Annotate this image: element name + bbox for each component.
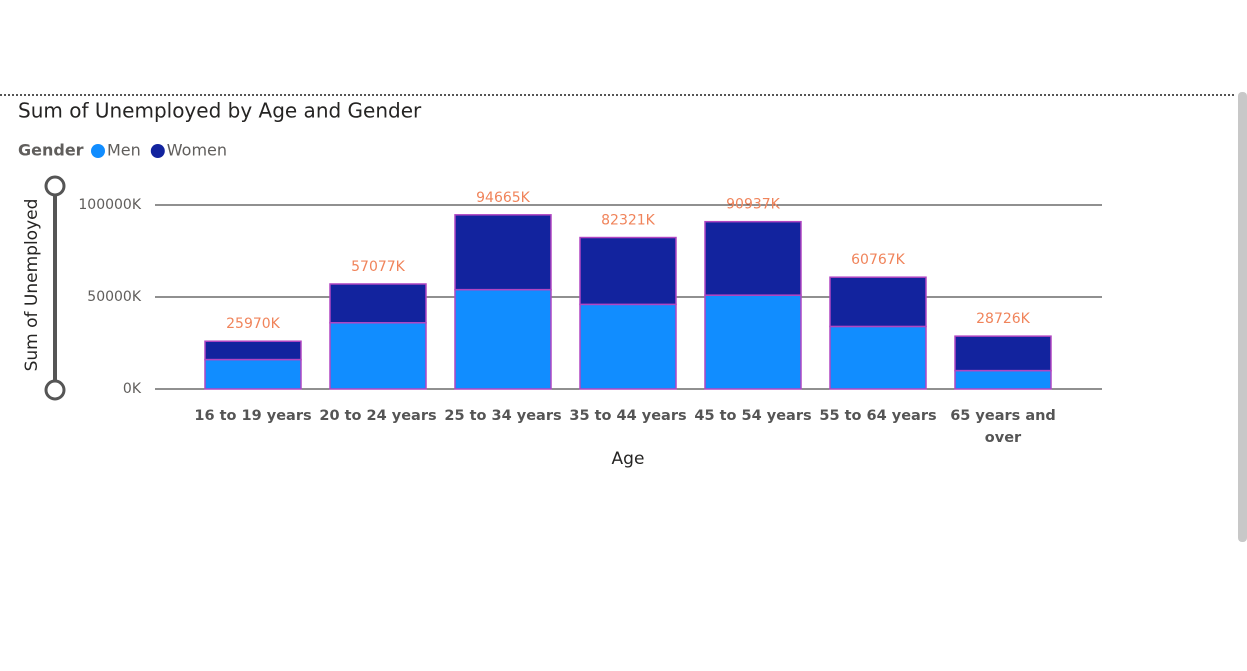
x-tick-label: 16 to 19 years [194, 408, 312, 424]
bar-segment [454, 288, 552, 390]
x-axis-title: Age [612, 449, 645, 469]
bar-segment [579, 236, 677, 306]
y-tick-label: 100000K [78, 197, 141, 213]
legend-marker [150, 144, 165, 158]
total-label: 90937K [726, 197, 781, 213]
bar-segment [579, 303, 677, 390]
bar-segment [704, 220, 802, 296]
bar-segment [454, 214, 552, 291]
y-tick-label: 50000K [87, 289, 142, 305]
legend-label: Men [107, 141, 141, 160]
bar-segment [329, 283, 427, 324]
total-label: 25970K [226, 316, 281, 332]
bar-segment [829, 325, 927, 390]
legend-label: Women [167, 141, 227, 160]
scrollbar[interactable] [1238, 92, 1247, 542]
total-label: 94665K [476, 190, 531, 206]
legend-marker [91, 144, 105, 158]
bar-segment [829, 276, 927, 328]
zoom-handle[interactable] [44, 175, 66, 197]
bar-segment [329, 322, 427, 390]
x-tick-label: 65 years and over [950, 408, 1056, 446]
zoom-handle[interactable] [44, 379, 66, 401]
total-label: 57077K [351, 259, 406, 275]
x-tick-label: 25 to 34 years [444, 408, 562, 424]
chart-title: Sum of Unemployed by Age and Gender [18, 99, 422, 123]
y-tick-label: 0K [123, 381, 142, 397]
total-label: 82321K [601, 213, 656, 229]
bar-segment [954, 335, 1052, 372]
x-tick-label: 20 to 24 years [319, 408, 437, 424]
x-tick-label: 45 to 54 years [694, 408, 812, 424]
bar-segment [954, 369, 1052, 390]
bar-segment [204, 358, 302, 390]
total-label: 28726K [976, 311, 1031, 327]
total-label: 60767K [851, 252, 906, 268]
bar-segment [204, 340, 302, 361]
x-tick-label: 35 to 44 years [569, 408, 687, 424]
bar-segment [704, 294, 802, 390]
y-axis-title: Sum of Unemployed [22, 199, 42, 372]
x-tick-label: 55 to 64 years [819, 408, 937, 424]
legend-title: Gender [18, 141, 84, 160]
